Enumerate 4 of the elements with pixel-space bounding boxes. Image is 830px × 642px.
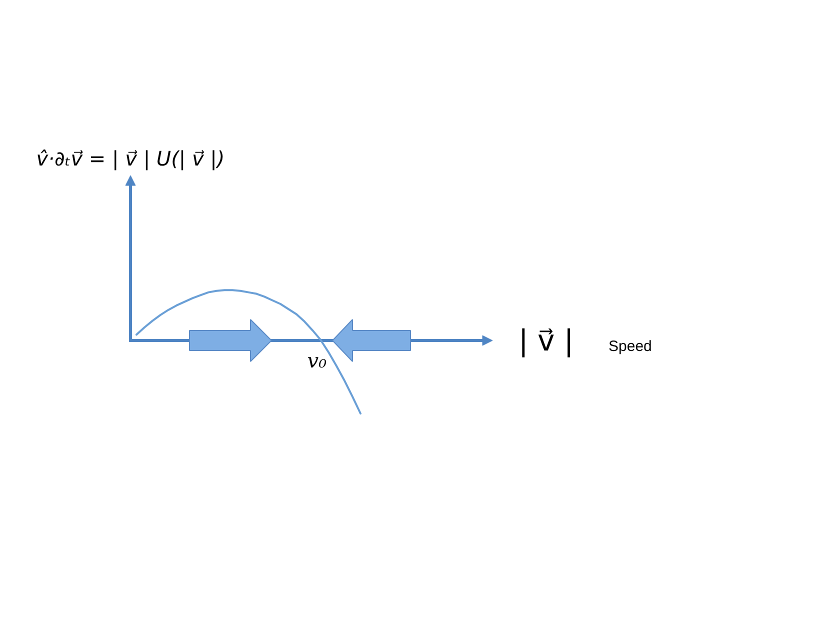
annotation: v₀ (307, 348, 327, 372)
text: v̂·∂ₜv⃗ = | v⃗ | U(| v⃗ |) (36, 146, 225, 170)
text: Speed (608, 338, 652, 355)
text: | v⃗ | (518, 324, 574, 358)
